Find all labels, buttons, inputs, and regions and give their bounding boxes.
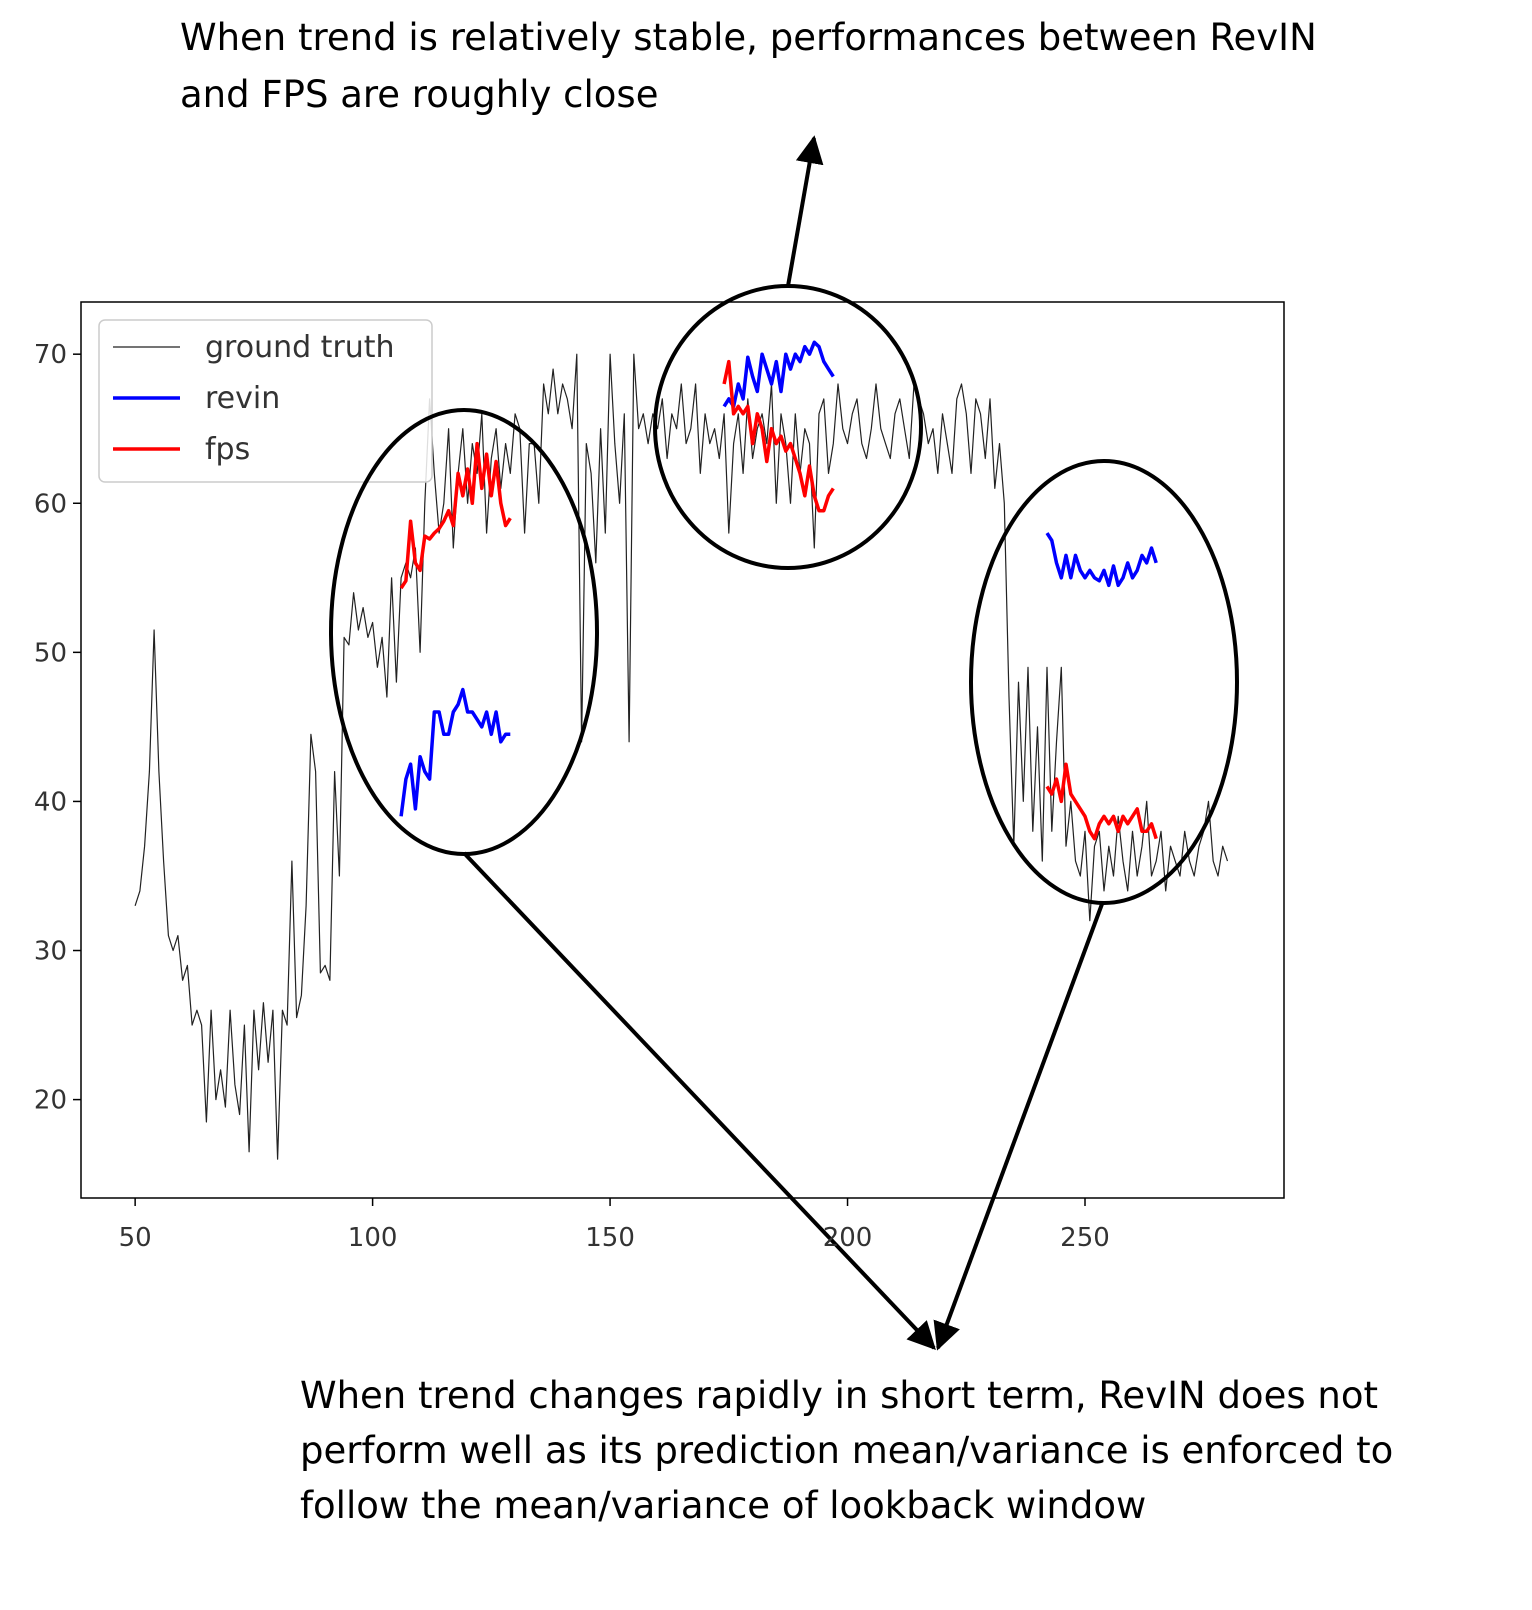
line-series [134, 353, 1229, 1160]
annotation-text: perform well as its prediction mean/vari… [300, 1429, 1393, 1472]
line-series [1045, 762, 1158, 841]
x-tick-label: 50 [119, 1223, 152, 1253]
x-tick-label: 250 [1060, 1223, 1110, 1253]
arrow [933, 903, 1104, 1351]
line-series [722, 359, 835, 513]
y-tick-label: 50 [34, 638, 67, 668]
x-tick-label: 100 [348, 1223, 398, 1253]
arrow [462, 851, 936, 1351]
line-series [1045, 532, 1158, 588]
annotation-shapes [329, 135, 1239, 1351]
legend-items: ground truth revin fps [113, 330, 395, 467]
legend: ground truth revin fps [98, 319, 433, 483]
ellipse [329, 408, 599, 856]
annotation-text: follow the mean/variance of lookback win… [300, 1484, 1146, 1527]
plot-area [134, 340, 1229, 1160]
annotations: When trend is relatively stable, perform… [180, 16, 1393, 1527]
plot-frame [80, 301, 1285, 1199]
y-tick-label: 40 [34, 787, 67, 817]
legend-label: revin [205, 381, 280, 416]
line-series [399, 687, 511, 817]
annotation-text: and FPS are roughly close [180, 73, 658, 116]
legend-label: fps [205, 432, 250, 467]
y-tick-label: 20 [34, 1086, 67, 1116]
legend-label: ground truth [205, 330, 395, 365]
arrow [786, 135, 824, 287]
y-tick-label: 30 [34, 937, 67, 967]
line-series [722, 340, 835, 409]
line-series [399, 441, 512, 590]
y-tick-label: 60 [34, 489, 67, 519]
ellipse [969, 459, 1239, 905]
legend-box [98, 319, 433, 483]
annotation-text: When trend changes rapidly in short term… [300, 1374, 1378, 1417]
annotation-text: When trend is relatively stable, perform… [180, 16, 1317, 59]
x-tick-label: 200 [823, 1223, 873, 1253]
y-tick-label: 70 [34, 340, 67, 370]
x-tick-label: 150 [585, 1223, 635, 1253]
